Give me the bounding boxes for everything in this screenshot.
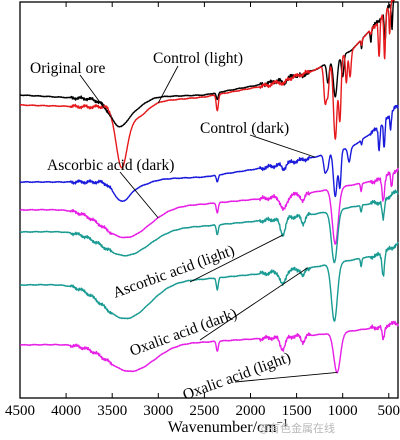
x-tick-label-500: 500 xyxy=(378,403,400,419)
x-tick-label-4000: 4000 xyxy=(51,403,81,419)
spectrum-oxalic-acid-light xyxy=(19,320,399,374)
series-label-2: Control (dark) xyxy=(200,120,289,137)
spectrum-original-ore xyxy=(19,0,395,128)
spectrum-ascorbic-acid-light xyxy=(19,189,399,264)
x-tick-label-3500: 3500 xyxy=(97,403,127,419)
spectrum-control-dark xyxy=(19,104,399,202)
leader-line-0 xyxy=(79,74,118,126)
leader-line-4 xyxy=(189,234,283,283)
series-label-6: Oxalic acid (light) xyxy=(181,349,294,404)
series-labels: Original ore Control (light) Control (dark… xyxy=(30,50,338,404)
series-label-0: Original ore xyxy=(30,60,105,77)
x-axis-label: Wavenumber/cm−1 xyxy=(168,417,289,436)
leader-line-3 xyxy=(119,171,159,219)
x-tick-label-3000: 3000 xyxy=(143,403,173,419)
spectra-group xyxy=(19,0,399,374)
series-label-4: Ascorbic acid (light) xyxy=(111,242,237,302)
x-tick-label-2500: 2500 xyxy=(189,403,219,419)
leader-line-5 xyxy=(199,267,308,341)
spectrum-ascorbic-acid-dark xyxy=(19,167,399,245)
x-tick-label-2000: 2000 xyxy=(235,403,265,419)
x-tick-label-4500: 4500 xyxy=(5,403,35,419)
watermark: @有色金属在线 xyxy=(258,421,335,435)
series-label-3: Ascorbic acid (dark) xyxy=(47,157,174,174)
leader-line-1 xyxy=(157,65,179,104)
x-tick-label-1500: 1500 xyxy=(282,403,312,419)
series-label-1: Control (light) xyxy=(153,50,243,67)
series-label-5: Oxalic acid (dark) xyxy=(128,305,240,360)
plot-frame xyxy=(19,1,399,399)
spectrum-control-light xyxy=(19,0,396,169)
x-tick-label-1000: 1000 xyxy=(328,403,358,419)
leader-line-6 xyxy=(234,372,338,383)
x-axis-ticks: 4500 4000 3500 3000 2500 2000 1500 1000 500 xyxy=(5,2,400,419)
x-axis-label-text: Wavenumber/cm xyxy=(168,419,277,436)
spectrum-oxalic-acid-dark xyxy=(19,241,399,322)
x-axis-label-superscript: −1 xyxy=(277,417,289,429)
leader-line-2 xyxy=(249,134,316,158)
